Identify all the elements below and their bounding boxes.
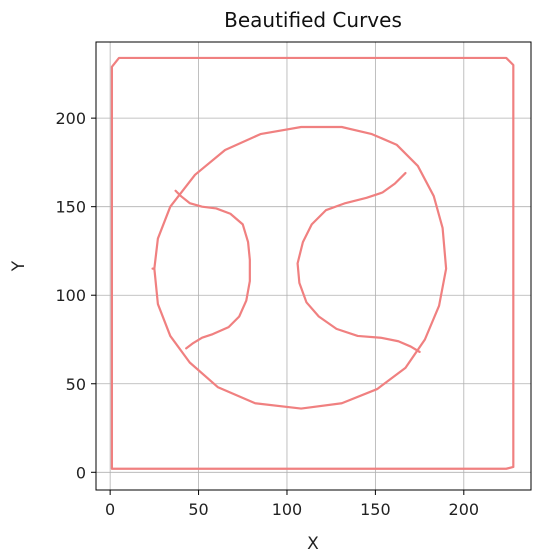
- x-tick-label: 50: [188, 500, 208, 519]
- x-tick-label: 150: [360, 500, 391, 519]
- plot-area: [95, 41, 532, 491]
- series-line-2: [153, 125, 448, 410]
- x-tick-label: 200: [449, 500, 480, 519]
- y-tick-label: 200: [55, 109, 86, 128]
- chart-title: Beautified Curves: [224, 8, 402, 32]
- grid: [96, 42, 531, 490]
- series-line-1: [110, 56, 515, 470]
- x-tick-label: 0: [105, 500, 115, 519]
- y-tick-label: 100: [55, 286, 86, 305]
- series-layer: [110, 56, 515, 470]
- y-axis-title: Y: [9, 260, 29, 272]
- x-tick-label: 100: [272, 500, 303, 519]
- tick-layer: 0 50 100 150 200 0 50 100 150 200: [55, 109, 479, 519]
- series-line-4: [174, 189, 251, 350]
- y-tick-label: 150: [55, 198, 86, 217]
- plot-background: [96, 42, 531, 490]
- y-tick-label: 50: [66, 375, 86, 394]
- series-line-5: [296, 171, 421, 353]
- plot-frame: [95, 41, 532, 491]
- y-tick-label: 0: [76, 463, 86, 482]
- x-axis-title: X: [307, 534, 319, 554]
